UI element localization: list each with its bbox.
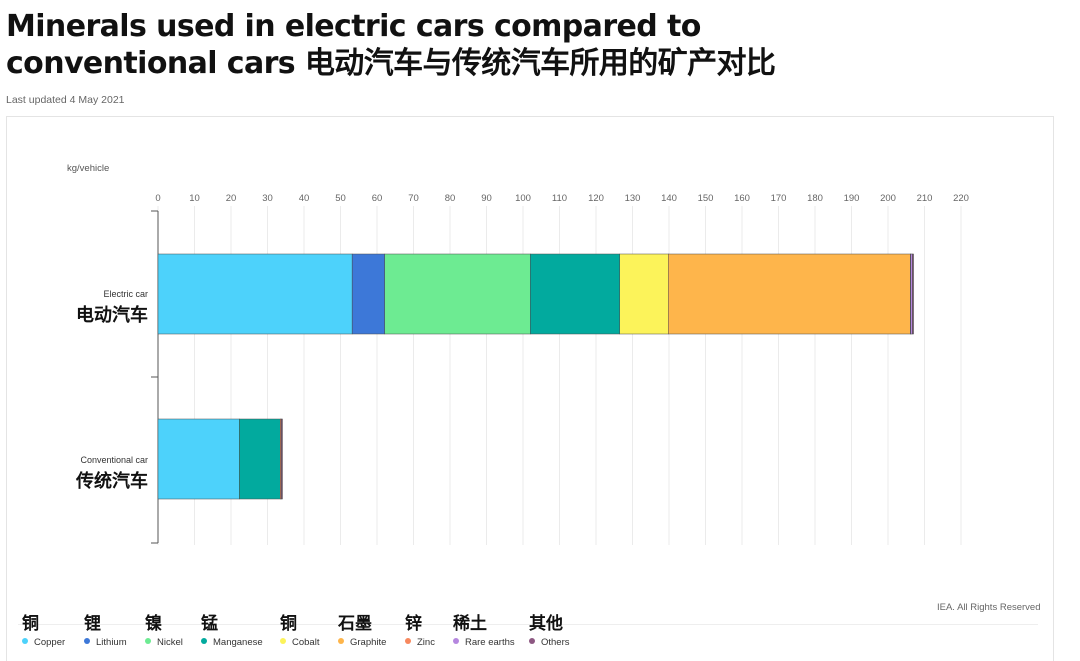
legend-label-zh: 锂 xyxy=(84,614,101,634)
legend-swatch xyxy=(338,638,344,644)
bar-segment xyxy=(157,253,353,335)
bar-segment xyxy=(281,418,283,500)
legend-label: Rare earths xyxy=(465,637,515,648)
legend-item-graphite[interactable]: 石墨 Graphite xyxy=(338,614,386,648)
bar-segment xyxy=(351,253,385,335)
legend-label-zh: 稀土 xyxy=(453,614,487,634)
chart-title-line-2: conventional cars 电动汽车与传统汽车所用的矿产对比 xyxy=(6,46,776,81)
x-tick-label: 220 xyxy=(953,193,969,204)
bar-segment xyxy=(619,253,669,335)
x-tick-label: 60 xyxy=(372,193,383,204)
x-tick-label: 210 xyxy=(917,193,933,204)
legend-label: Zinc xyxy=(417,637,435,648)
category-label-zh: 电动汽车 xyxy=(76,305,148,326)
legend-label: Nickel xyxy=(157,637,183,648)
legend-label-zh: 铜 xyxy=(280,614,297,634)
x-tick-label: 200 xyxy=(880,193,896,204)
x-tick-label: 160 xyxy=(734,193,750,204)
x-tick-label: 20 xyxy=(226,193,237,204)
legend-label-zh: 石墨 xyxy=(338,614,372,634)
legend-label-zh: 锌 xyxy=(405,614,422,634)
legend-item-copper[interactable]: 铜 Copper xyxy=(22,614,65,648)
x-tick-label: 30 xyxy=(262,193,273,204)
x-tick-label: 0 xyxy=(155,193,160,204)
legend-item-zinc[interactable]: 锌 Zinc xyxy=(405,614,435,648)
legend-item-cobalt[interactable]: 铜 Cobalt xyxy=(280,614,319,648)
legend-item-others[interactable]: 其他 Others xyxy=(529,614,570,648)
legend-label-zh: 铜 xyxy=(22,614,39,634)
x-tick-label: 40 xyxy=(299,193,310,204)
x-tick-label: 170 xyxy=(771,193,787,204)
legend-item-manganese[interactable]: 锰 Manganese xyxy=(201,614,263,648)
legend-label: Lithium xyxy=(96,637,127,648)
legend-label: Graphite xyxy=(350,637,387,648)
legend-swatch xyxy=(280,638,286,644)
x-tick-label: 110 xyxy=(552,193,567,204)
axis-unit-label: kg/vehicle xyxy=(67,163,110,174)
x-tick-label: 10 xyxy=(189,193,200,204)
bar-segment xyxy=(239,418,281,500)
legend-label-zh: 锰 xyxy=(201,614,218,634)
legend-label-zh: 其他 xyxy=(529,614,563,634)
legend-label: Cobalt xyxy=(292,637,320,648)
chart-title: Minerals used in electric cars compared … xyxy=(6,8,776,82)
legend-label: Manganese xyxy=(213,637,263,648)
x-tick-label: 120 xyxy=(588,193,604,204)
x-tick-label: 90 xyxy=(481,193,492,204)
copyright-credit: IEA. All Rights Reserved xyxy=(937,602,1041,613)
x-tick-label: 190 xyxy=(844,193,860,204)
last-updated: Last updated 4 May 2021 xyxy=(6,94,125,106)
legend-label-zh: 镍 xyxy=(145,614,162,634)
legend-label: Copper xyxy=(34,637,66,648)
bar-segment xyxy=(912,253,914,335)
bar-segment xyxy=(668,253,911,335)
x-tick-label: 50 xyxy=(335,193,346,204)
chart-card xyxy=(6,116,1054,661)
legend-item-nickel[interactable]: 镍 Nickel xyxy=(145,614,183,648)
legend-swatch xyxy=(22,638,28,644)
x-tick-label: 140 xyxy=(661,193,677,204)
bar-segment xyxy=(910,253,913,335)
bar-segment xyxy=(530,253,620,335)
category-label-en: Conventional car xyxy=(80,455,148,465)
x-tick-label: 180 xyxy=(807,193,823,204)
category-label-conventional: Conventional car 传统汽车 xyxy=(76,455,148,493)
legend-label: Others xyxy=(541,637,570,648)
x-tick-label: 100 xyxy=(515,193,531,204)
legend-item-rare-earths[interactable]: 稀土 Rare earths xyxy=(453,614,515,648)
legend-swatch xyxy=(529,638,535,644)
legend-swatch xyxy=(84,638,90,644)
bar-segment xyxy=(157,418,240,500)
chart-title-line-1: Minerals used in electric cars compared … xyxy=(6,9,701,44)
legend-swatch xyxy=(201,638,207,644)
category-label-zh: 传统汽车 xyxy=(76,471,148,492)
category-label-electric: Electric car 电动汽车 xyxy=(76,289,148,327)
x-tick-label: 70 xyxy=(408,193,419,204)
legend-item-lithium[interactable]: 锂 Lithium xyxy=(84,614,127,648)
x-tick-label: 130 xyxy=(625,193,641,204)
x-tick-label: 150 xyxy=(698,193,714,204)
legend-swatch xyxy=(405,638,411,644)
x-tick-label: 80 xyxy=(445,193,456,204)
legend-swatch xyxy=(145,638,151,644)
legend-divider xyxy=(18,624,1038,625)
category-label-en: Electric car xyxy=(103,289,148,299)
bar-segment xyxy=(384,253,531,335)
legend-swatch xyxy=(453,638,459,644)
